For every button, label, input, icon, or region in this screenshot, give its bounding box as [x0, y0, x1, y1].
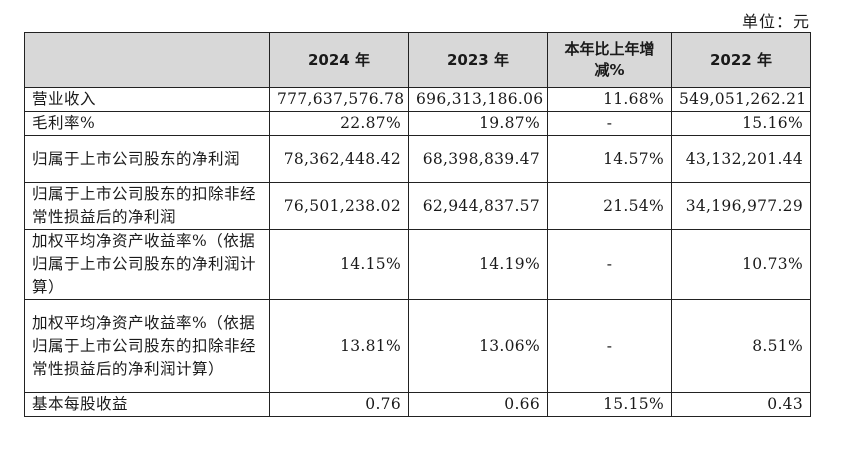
value-2022: 15.16%	[671, 111, 811, 136]
financial-summary-table: 2024 年 2023 年 本年比上年增减% 2022 年 营业收入 777,6…	[24, 32, 811, 417]
value-2022: 8.51%	[671, 299, 811, 393]
unit-label: 单位：元	[741, 12, 810, 31]
value-2023: 62,944,837.57	[408, 182, 548, 230]
value-2024: 76,501,238.02	[269, 182, 409, 230]
table-row: 加权平均净资产收益率%（依据归属于上市公司股东的扣除非经常性损益后的净利润计算）…	[24, 299, 811, 393]
table-row: 毛利率% 22.87% 19.87% - 15.16%	[24, 111, 811, 136]
value-2024: 0.76	[269, 392, 409, 417]
value-change: 11.68%	[547, 87, 672, 112]
value-2022: 0.43	[671, 392, 811, 417]
value-2024: 22.87%	[269, 111, 409, 136]
header-change: 本年比上年增减%	[547, 32, 672, 88]
table-row: 归属于上市公司股东的净利润 78,362,448.42 68,398,839.4…	[24, 135, 811, 183]
value-2022: 34,196,977.29	[671, 182, 811, 230]
header-2022: 2022 年	[671, 32, 811, 88]
value-change: -	[547, 299, 672, 393]
table-row: 加权平均净资产收益率%（依据归属于上市公司股东的净利润计算） 14.15% 14…	[24, 229, 811, 300]
table-row: 营业收入 777,637,576.78 696,313,186.06 11.68…	[24, 87, 811, 112]
table-header-row: 2024 年 2023 年 本年比上年增减% 2022 年	[24, 32, 811, 88]
header-2024: 2024 年	[269, 32, 409, 88]
value-2024: 78,362,448.42	[269, 135, 409, 183]
value-2023: 68,398,839.47	[408, 135, 548, 183]
row-label: 加权平均净资产收益率%（依据归属于上市公司股东的净利润计算）	[24, 229, 270, 300]
value-2022: 43,132,201.44	[671, 135, 811, 183]
row-label: 基本每股收益	[24, 392, 270, 417]
value-2024: 777,637,576.78	[269, 87, 409, 112]
row-label: 毛利率%	[24, 111, 270, 136]
table-row: 归属于上市公司股东的扣除非经常性损益后的净利润 76,501,238.02 62…	[24, 182, 811, 230]
header-2023: 2023 年	[408, 32, 548, 88]
value-2024: 14.15%	[269, 229, 409, 300]
value-change: 15.15%	[547, 392, 672, 417]
value-2022: 549,051,262.21	[671, 87, 811, 112]
value-change: 21.54%	[547, 182, 672, 230]
value-2023: 0.66	[408, 392, 548, 417]
value-2022: 10.73%	[671, 229, 811, 300]
row-label: 加权平均净资产收益率%（依据归属于上市公司股东的扣除非经常性损益后的净利润计算）	[24, 299, 270, 393]
value-change: -	[547, 111, 672, 136]
value-change: 14.57%	[547, 135, 672, 183]
value-2024: 13.81%	[269, 299, 409, 393]
header-item	[24, 32, 270, 88]
table-row: 基本每股收益 0.76 0.66 15.15% 0.43	[24, 392, 811, 417]
value-2023: 19.87%	[408, 111, 548, 136]
value-change: -	[547, 229, 672, 300]
value-2023: 14.19%	[408, 229, 548, 300]
value-2023: 13.06%	[408, 299, 548, 393]
value-2023: 696,313,186.06	[408, 87, 548, 112]
row-label: 营业收入	[24, 87, 270, 112]
row-label: 归属于上市公司股东的净利润	[24, 135, 270, 183]
row-label: 归属于上市公司股东的扣除非经常性损益后的净利润	[24, 182, 270, 230]
